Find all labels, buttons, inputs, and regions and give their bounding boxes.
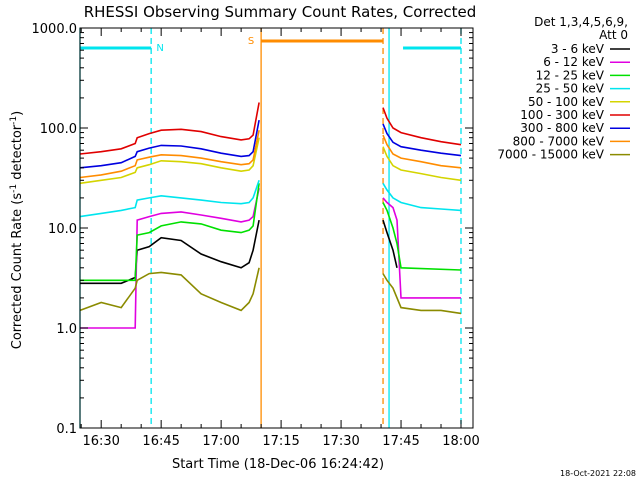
- y-axis-label-main: Corrected Count Rate (s: [10, 193, 25, 350]
- legend-entry-label: 800 - 7000 keV: [513, 134, 605, 148]
- series-line-8: [382, 273, 462, 315]
- series-line-4: [382, 146, 462, 182]
- plot-frame: [79, 27, 474, 429]
- series-layer: [79, 102, 462, 329]
- series-line-6: [79, 119, 260, 169]
- x-tick-label: 17:30: [322, 434, 359, 449]
- series-line-2: [382, 202, 462, 271]
- series-line-7: [382, 134, 462, 169]
- y-tick-label: 0.1: [56, 422, 77, 437]
- x-tick-label: 16:45: [142, 434, 179, 449]
- y-axis-label-end: ): [10, 111, 25, 116]
- series-line-1: [382, 197, 461, 299]
- y-tick-label: 1.0: [56, 322, 77, 337]
- legend-entry-label: 7000 - 15000 keV: [497, 148, 604, 162]
- x-tick-label: 16:30: [82, 434, 119, 449]
- legend-entry-label: 12 - 25 keV: [536, 68, 605, 82]
- series-line-5: [79, 102, 260, 155]
- legend-entry-label: 300 - 800 keV: [520, 121, 604, 135]
- series-line-7: [79, 130, 260, 179]
- legend-entry-label: 100 - 300 keV: [520, 108, 604, 122]
- flag-label-n: N: [156, 43, 163, 54]
- axes: 0.1 1.0 10.0 100.0 1000.0 16:30 16:45 17:00 17:1…: [32, 22, 480, 449]
- y-tick-label: 10.0: [48, 222, 77, 237]
- y-axis-label: Corrected Count Rate (s-1 detector-1): [9, 111, 25, 349]
- legend-entry-label: 3 - 6 keV: [551, 42, 605, 56]
- observing-flags: NS: [80, 36, 462, 54]
- series-line-3: [382, 182, 462, 212]
- y-axis-label-mid: detector: [10, 124, 25, 184]
- series-line-0: [382, 219, 398, 268]
- legend-header-detectors: Det 1,3,4,5,6,9,: [534, 15, 628, 29]
- x-tick-label: 18:00: [442, 434, 479, 449]
- x-axis-label: Start Time (18-Dec-06 16:24:42): [172, 457, 384, 472]
- series-line-2: [80, 183, 260, 282]
- y-axis-label-sup-1: -1: [9, 184, 19, 193]
- legend-entry-label: 50 - 100 keV: [528, 95, 605, 109]
- y-tick-label: 1000.0: [32, 22, 78, 37]
- series-line-6: [382, 123, 462, 157]
- legend-entry-label: 6 - 12 keV: [543, 55, 605, 69]
- flag-label-s: S: [248, 36, 254, 47]
- chart-title: RHESSI Observing Summary Count Rates, Co…: [84, 3, 477, 21]
- series-line-8: [79, 267, 260, 312]
- series-line-3: [79, 180, 260, 218]
- x-tick-label: 17:00: [202, 434, 239, 449]
- series-line-1: [80, 188, 260, 329]
- y-axis-label-sup-2: -1: [9, 116, 19, 125]
- x-tick-label: 17:45: [382, 434, 419, 449]
- x-tick-label: 17:15: [262, 434, 299, 449]
- y-tick-label: 100.0: [40, 122, 77, 137]
- legend-header-attenuator: Att 0: [599, 28, 628, 42]
- footer-date: 18-Oct-2021 22:08: [560, 469, 636, 478]
- legend-entry-label: 25 - 50 keV: [536, 82, 605, 96]
- series-line-5: [382, 107, 462, 146]
- series-line-4: [79, 137, 260, 185]
